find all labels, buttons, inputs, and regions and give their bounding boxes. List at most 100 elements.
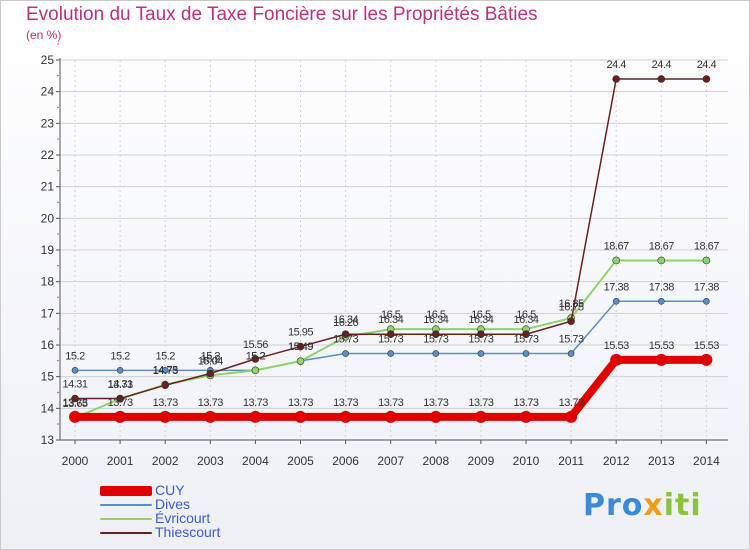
data-label-cuy: 15.53 [694, 340, 719, 352]
data-label-dives: 15.73 [513, 334, 538, 346]
data-label-dives: 17.38 [604, 281, 629, 293]
data-point-evricourt [251, 366, 260, 375]
x-tick-label: 2003 [197, 454, 224, 468]
x-tick-label: 2004 [242, 454, 269, 468]
x-tick-label: 2014 [693, 454, 720, 468]
data-point-dives [116, 367, 124, 374]
data-label-dives: 15.2 [201, 350, 221, 362]
data-label-thiescourt: 14.31 [62, 379, 87, 391]
data-point-dives [657, 297, 665, 305]
y-tick-label: 13 [41, 433, 55, 447]
data-label-dives: 15.73 [423, 334, 448, 346]
data-point-dives [703, 297, 710, 305]
data-label-dives: 15.49 [288, 341, 313, 353]
data-label-thiescourt: 24.4 [652, 59, 672, 71]
data-label-evricourt: 16.26 [333, 317, 358, 329]
data-point-cuy [69, 410, 81, 423]
data-label-evricourt: 16.5 [381, 309, 401, 321]
legend-swatch-thiescourt [100, 532, 152, 534]
y-tick-label: 14 [41, 401, 55, 415]
data-point-evricourt [702, 256, 711, 265]
y-tick-label: 16 [41, 338, 55, 352]
data-point-cuy [610, 353, 623, 366]
data-point-thiescourt [612, 75, 621, 83]
logo-part-3: iti [663, 488, 702, 523]
series-layer [69, 75, 713, 423]
data-point-cuy [249, 410, 262, 423]
data-point-thiescourt [477, 330, 485, 339]
data-label-cuy: 13.73 [559, 397, 584, 409]
x-tick-label: 2002 [152, 454, 179, 468]
data-point-cuy [429, 410, 442, 423]
data-label-evricourt: 18.67 [649, 240, 674, 252]
data-point-dives [522, 350, 530, 357]
y-tick-label: 25 [41, 53, 55, 67]
data-label-cuy: 13.73 [468, 397, 493, 409]
y-tick-label: 21 [41, 180, 55, 194]
data-point-evricourt [296, 357, 305, 365]
data-label-thiescourt: 16.34 [468, 314, 493, 326]
data-point-thiescourt [116, 394, 124, 403]
data-label-cuy: 13.73 [288, 397, 313, 409]
data-label-dives: 15.73 [468, 334, 493, 346]
y-tick-label: 22 [41, 148, 55, 162]
data-point-cuy [655, 353, 668, 366]
x-tick-label: 2000 [62, 454, 89, 468]
data-label-dives: 15.2 [110, 350, 130, 362]
data-point-cuy [700, 353, 713, 366]
data-label-dives: 15.2 [155, 350, 175, 362]
data-label-thiescourt: 24.4 [606, 59, 626, 71]
data-point-dives [387, 350, 395, 357]
data-label-cuy: 15.53 [604, 340, 629, 352]
x-tick-label: 2001 [107, 454, 134, 468]
y-tick-label: 18 [41, 275, 55, 289]
data-label-evricourt: 16.5 [471, 309, 491, 321]
legend-label-dives: Dives [155, 496, 191, 512]
data-point-thiescourt [251, 355, 260, 363]
y-tick-label: 19 [41, 243, 55, 257]
data-point-thiescourt [702, 75, 711, 83]
data-point-thiescourt [71, 394, 79, 403]
data-label-dives: 15.2 [246, 350, 266, 362]
data-label-thiescourt: 16.34 [378, 314, 403, 326]
legend-label-cuy: CUY [155, 482, 185, 498]
data-point-cuy [565, 410, 578, 423]
data-point-cuy [204, 410, 217, 423]
data-label-evricourt: 16.5 [516, 309, 536, 321]
x-tick-label: 2012 [603, 454, 630, 468]
data-point-cuy [159, 410, 172, 423]
data-label-cuy: 13.73 [243, 397, 268, 409]
legend-swatch-cuy [100, 486, 152, 496]
data-point-dives [161, 367, 169, 374]
data-label-dives: 15.73 [378, 334, 403, 346]
data-label-evricourt: 13.65 [62, 398, 87, 410]
data-label-cuy: 13.73 [423, 397, 448, 409]
data-point-cuy [384, 410, 397, 423]
x-tick-label: 2010 [513, 454, 540, 468]
legend-label-evricourt: Évricourt [155, 510, 211, 526]
data-label-cuy: 13.73 [198, 397, 223, 409]
data-label-cuy: 13.73 [153, 397, 178, 409]
data-point-thiescourt [567, 317, 575, 326]
data-point-thiescourt [657, 75, 666, 83]
data-label-dives: 17.38 [694, 281, 719, 293]
data-label-thiescourt: 14.73 [153, 365, 178, 377]
data-point-dives [477, 350, 485, 357]
data-point-dives [612, 297, 620, 305]
data-label-thiescourt: 16.75 [559, 301, 584, 313]
data-label-thiescourt: 16.34 [513, 314, 538, 326]
data-point-dives [567, 350, 575, 357]
data-label-cuy: 15.53 [649, 340, 674, 352]
data-label-thiescourt: 15.56 [243, 339, 268, 351]
data-label-cuy: 13.73 [333, 397, 358, 409]
data-label-evricourt: 15.04 [198, 355, 223, 367]
data-label-thiescourt: 15.95 [288, 327, 313, 339]
data-label-evricourt: 16.85 [559, 298, 584, 310]
logo-part-2: x [643, 488, 664, 523]
data-label-dives: 15.73 [333, 334, 358, 346]
data-point-thiescourt [341, 330, 350, 339]
y-tick-label: 24 [41, 85, 55, 99]
data-label-cuy: 13.73 [62, 397, 87, 409]
data-label-dives: 17.38 [649, 281, 674, 293]
x-tick-label: 2013 [648, 454, 675, 468]
